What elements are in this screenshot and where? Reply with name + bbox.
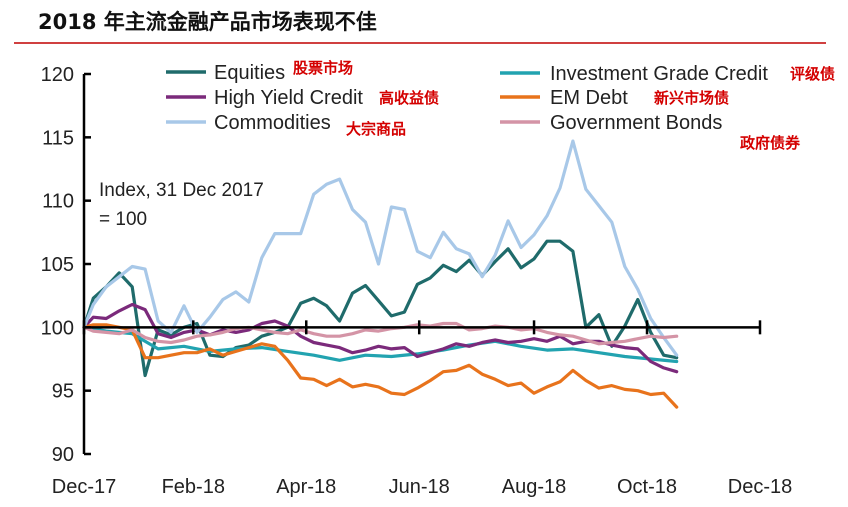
y-tick-label: 100 [41,317,74,339]
legend-label-cn: 评级债 [790,65,835,83]
x-tick-label: Dec-17 [52,476,116,498]
x-tick-label: Jun-18 [389,476,450,498]
legend: Equities 股票市场 Investment Grade Credit 评级债 Hi… [166,59,835,152]
series-line-investment-grade-credit [82,325,679,364]
x-tick-label: Feb-18 [162,476,225,498]
index-note-line-1: Index, 31 Dec 2017 [99,180,264,201]
legend-entry: Government Bonds 政府债券 [500,112,801,152]
legend-label: Investment Grade Credit [550,63,768,85]
legend-entry: Commodities 大宗商品 [166,112,406,138]
legend-label-cn: 大宗商品 [346,120,406,138]
legend-label: Government Bonds [550,112,722,134]
y-tick-label: 105 [41,254,74,276]
y-tick-label: 90 [52,444,74,466]
y-tick-label: 120 [41,64,74,86]
x-tick-label: Apr-18 [276,476,336,498]
legend-label-cn: 股票市场 [293,59,353,77]
legend-entry: EM Debt 新兴市场债 [500,87,729,109]
y-tick-label: 110 [42,191,74,213]
series-line-high-yield-credit [82,302,679,374]
x-tick-label: Dec-18 [728,476,792,498]
legend-entry: High Yield Credit 高收益债 [166,87,439,109]
index-note-line-2: = 100 [99,209,147,230]
legend-label: Commodities [214,112,331,134]
legend-entry: Equities 股票市场 [166,59,353,84]
x-tick-label: Oct-18 [617,476,677,498]
legend-label: Equities [214,62,285,84]
series-line-government-bonds [82,321,679,346]
y-tick-label: 115 [42,127,74,149]
series-line-commodities [82,139,679,357]
chart-title: 2018 年主流金融产品市场表现不佳 [38,10,377,34]
x-tick-label: Aug-18 [502,476,567,498]
legend-label: EM Debt [550,87,628,109]
legend-label-cn: 政府债券 [740,134,801,152]
y-tick-label: 95 [52,381,74,403]
series-layer [82,139,679,409]
legend-label-cn: 高收益债 [379,89,439,107]
legend-entry: Investment Grade Credit 评级债 [500,63,835,85]
legend-label: High Yield Credit [214,87,363,109]
legend-label-cn: 新兴市场债 [654,89,729,107]
series-line-equities [82,239,679,378]
axes-layer: 90 95 100 105 110 115 120 Dec-17 Feb-18 Apr-18 Jun… [41,64,793,498]
series-line-em-debt [82,323,679,409]
